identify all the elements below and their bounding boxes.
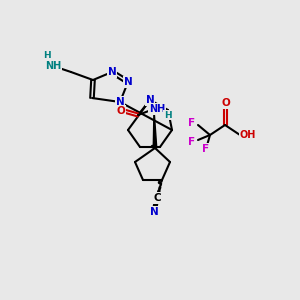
Text: H: H bbox=[43, 52, 51, 61]
Polygon shape bbox=[153, 109, 157, 148]
Text: O: O bbox=[222, 98, 230, 108]
Text: N: N bbox=[108, 67, 116, 77]
Text: N: N bbox=[124, 77, 132, 87]
Text: O: O bbox=[117, 106, 125, 116]
Text: F: F bbox=[202, 144, 210, 154]
Text: NH: NH bbox=[45, 61, 61, 71]
Text: H: H bbox=[164, 110, 172, 119]
Text: F: F bbox=[188, 137, 196, 147]
Text: NH: NH bbox=[149, 104, 165, 114]
Text: OH: OH bbox=[240, 130, 256, 140]
Text: N: N bbox=[116, 97, 124, 107]
Text: N: N bbox=[150, 207, 158, 217]
Text: F: F bbox=[188, 118, 196, 128]
Text: C: C bbox=[153, 193, 161, 203]
Text: N: N bbox=[146, 95, 154, 105]
